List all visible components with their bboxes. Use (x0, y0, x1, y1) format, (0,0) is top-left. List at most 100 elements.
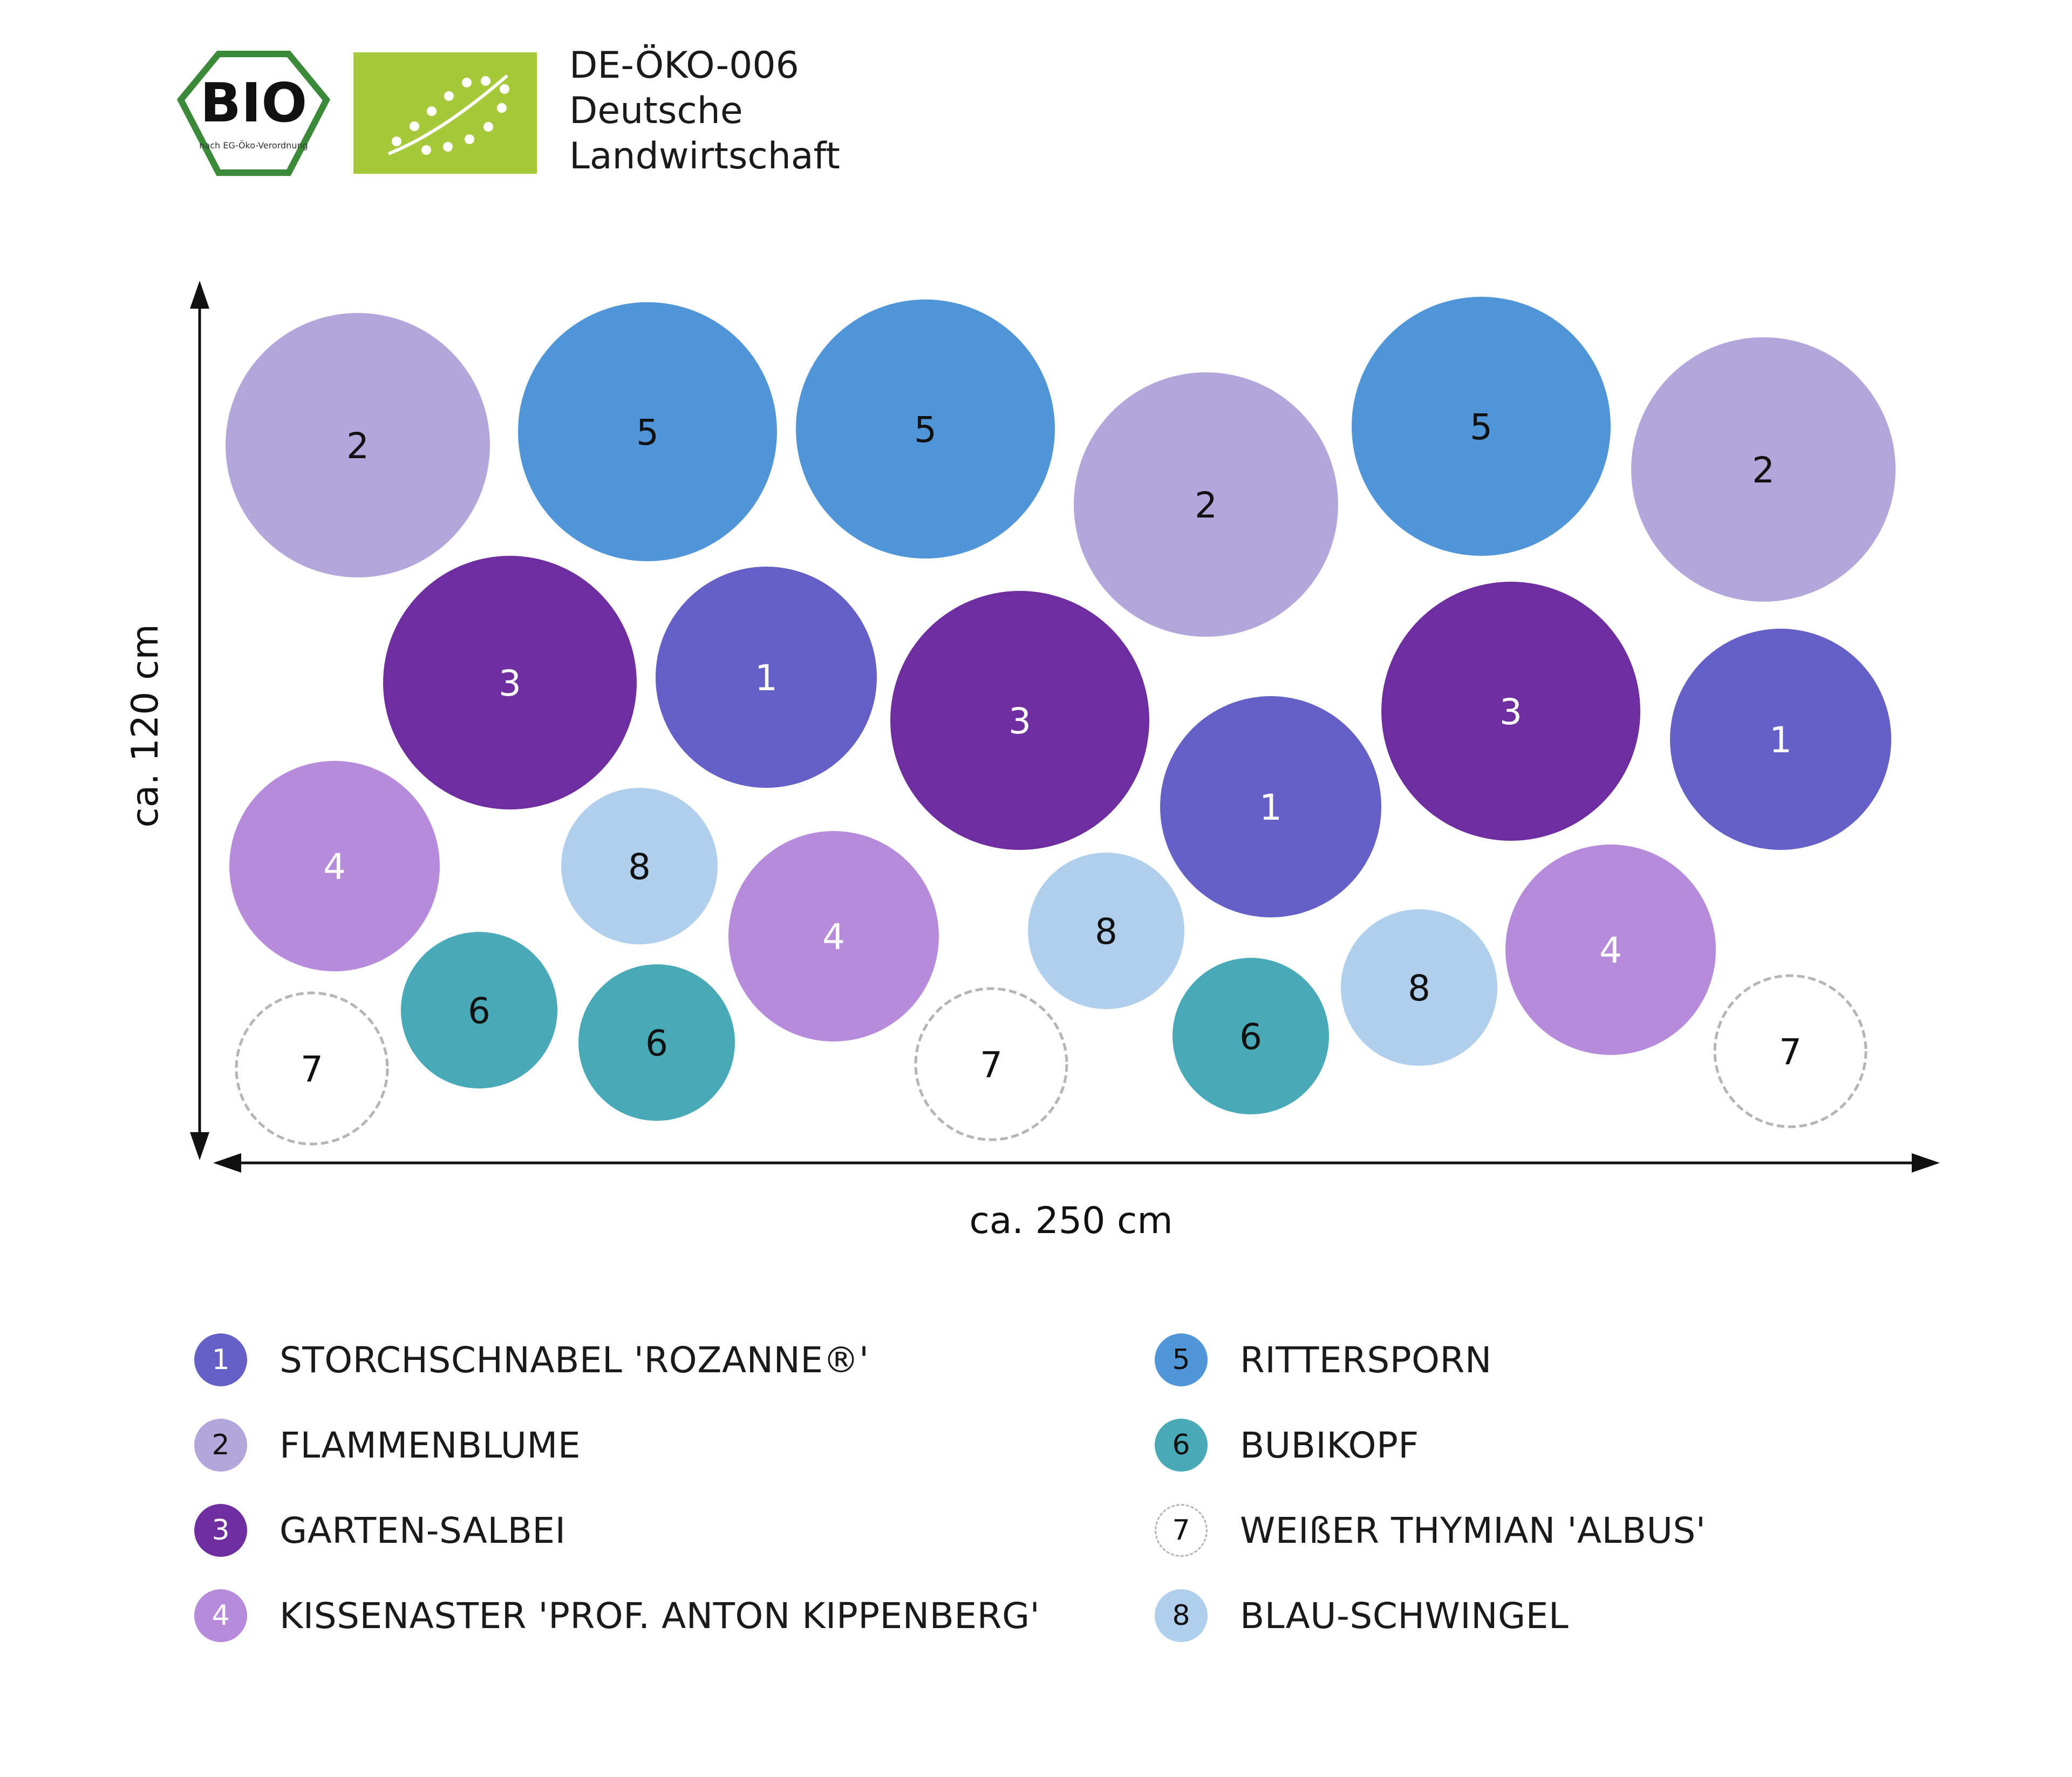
legend-marker-6: 6 (1155, 1419, 1208, 1472)
plant-6: 6 (578, 964, 735, 1121)
certificate-line-2: Deutsche (569, 90, 743, 132)
plant-number: 6 (645, 1023, 668, 1064)
plant-circle (796, 299, 1055, 559)
plant-2: 2 (1631, 337, 1896, 602)
legend-item-6: 6 BUBIKOPF (1155, 1418, 1706, 1472)
plant-number: 1 (1259, 787, 1282, 828)
plants-layer: 2 5 5 2 5 2 3 1 3 1 3 1 4 8 4 8 8 4 6 6 6 7 7 7 (226, 297, 1896, 1146)
plant-number: 3 (1500, 691, 1522, 733)
plant-circle (1381, 582, 1640, 841)
legend: 1 STORCHSCHNABEL 'ROZANNE®' 2 FLAMMENBLU… (194, 1333, 1921, 1700)
plant-circle (656, 567, 877, 788)
plant-circle (1341, 909, 1497, 1066)
plant-circle (518, 302, 777, 561)
plant-5: 5 (1352, 297, 1611, 556)
legend-marker-4: 4 (194, 1589, 247, 1642)
plant-7: 7 (1713, 974, 1867, 1128)
bio-seal-small-text: nach EG-Öko-Verordnung (199, 140, 308, 151)
legend-item-2: 2 FLAMMENBLUME (194, 1418, 1040, 1472)
plant-number: 2 (1752, 450, 1775, 491)
plant-circle (401, 932, 557, 1088)
bio-seal-logo: BIO nach EG-Öko-Verordnung (176, 51, 331, 176)
plant-number: 1 (755, 657, 778, 699)
plant-number: 4 (1599, 930, 1622, 971)
plant-3: 3 (1381, 582, 1640, 841)
plant-1: 1 (656, 567, 877, 788)
plant-circle (561, 788, 718, 944)
plant-circle (1173, 958, 1329, 1114)
plant-circle (728, 831, 939, 1041)
plant-3: 3 (383, 556, 637, 809)
legend-item-5: 5 RITTERSPORN (1155, 1333, 1706, 1387)
legend-marker-5: 5 (1155, 1333, 1208, 1386)
plant-number: 7 (1779, 1031, 1802, 1073)
plant-number: 2 (1195, 485, 1217, 526)
plant-circle (229, 761, 440, 971)
legend-label-1: STORCHSCHNABEL 'ROZANNE®' (280, 1339, 869, 1381)
legend-marker-7: 7 (1155, 1504, 1208, 1557)
plant-5: 5 (796, 299, 1055, 559)
legend-label-6: BUBIKOPF (1240, 1424, 1419, 1466)
plant-8: 8 (1028, 853, 1184, 1009)
legend-marker-2: 2 (194, 1419, 247, 1472)
plant-circle (1670, 629, 1891, 850)
plant-6: 6 (1173, 958, 1329, 1114)
legend-item-4: 4 KISSENASTER 'PROF. ANTON KIPPENBERG' (194, 1589, 1040, 1643)
plant-4: 4 (1505, 845, 1716, 1055)
plant-number: 7 (301, 1049, 323, 1090)
legend-column-right: 5 RITTERSPORN 6 BUBIKOPF 7 WEIßER THYMIA… (1155, 1333, 1706, 1674)
plant-7: 7 (914, 987, 1068, 1141)
legend-label-7: WEIßER THYMIAN 'ALBUS' (1240, 1509, 1706, 1551)
plant-number: 5 (914, 409, 937, 451)
legend-marker-3: 3 (194, 1504, 247, 1557)
plant-circle (1074, 372, 1338, 637)
plant-circle (1028, 853, 1184, 1009)
plant-number: 2 (346, 425, 369, 467)
plant-number: 7 (980, 1044, 1003, 1086)
legend-label-5: RITTERSPORN (1240, 1339, 1492, 1381)
plant-8: 8 (561, 788, 718, 944)
plant-number: 5 (636, 412, 659, 453)
plant-circle (1631, 337, 1896, 602)
legend-label-3: GARTEN-SALBEI (280, 1509, 566, 1551)
legend-item-7: 7 WEIßER THYMIAN 'ALBUS' (1155, 1503, 1706, 1557)
legend-item-3: 3 GARTEN-SALBEI (194, 1503, 1040, 1557)
plant-3: 3 (890, 591, 1149, 850)
plant-circle (235, 991, 389, 1146)
plant-number: 4 (822, 916, 845, 958)
plant-circle (1713, 974, 1867, 1128)
legend-label-8: BLAU-SCHWINGEL (1240, 1595, 1569, 1637)
plant-number: 1 (1769, 719, 1792, 761)
plant-1: 1 (1670, 629, 1891, 850)
plant-number: 6 (1239, 1016, 1262, 1058)
plant-6: 6 (401, 932, 557, 1088)
plant-circle (914, 987, 1068, 1141)
height-label: ca. 120 cm (124, 624, 167, 827)
legend-item-1: 1 STORCHSCHNABEL 'ROZANNE®' (194, 1333, 1040, 1387)
legend-label-2: FLAMMENBLUME (280, 1424, 581, 1466)
plant-8: 8 (1341, 909, 1497, 1066)
plant-circle (1505, 845, 1716, 1055)
certificate-line-3: Landwirtschaft (569, 135, 840, 178)
plant-circle (1160, 696, 1381, 917)
legend-column-left: 1 STORCHSCHNABEL 'ROZANNE®' 2 FLAMMENBLU… (194, 1333, 1040, 1674)
plant-number: 8 (628, 846, 651, 888)
bio-seal-text: BIO (200, 71, 307, 134)
plant-4: 4 (229, 761, 440, 971)
legend-marker-1: 1 (194, 1333, 247, 1386)
plant-2: 2 (226, 313, 490, 577)
plant-5: 5 (518, 302, 777, 561)
plant-circle (890, 591, 1149, 850)
certificate-text: DE-ÖKO-006 Deutsche Landwirtschaft (569, 43, 840, 179)
eu-organic-logo (353, 52, 537, 174)
plant-circle (383, 556, 637, 809)
plant-2: 2 (1074, 372, 1338, 637)
width-label: ca. 250 cm (969, 1200, 1173, 1242)
certificate-line-1: DE-ÖKO-006 (569, 44, 799, 87)
dimension-arrows (190, 281, 1940, 1173)
plant-7: 7 (235, 991, 389, 1146)
plant-4: 4 (728, 831, 939, 1041)
plant-number: 6 (468, 990, 490, 1032)
plant-circle (1352, 297, 1611, 556)
